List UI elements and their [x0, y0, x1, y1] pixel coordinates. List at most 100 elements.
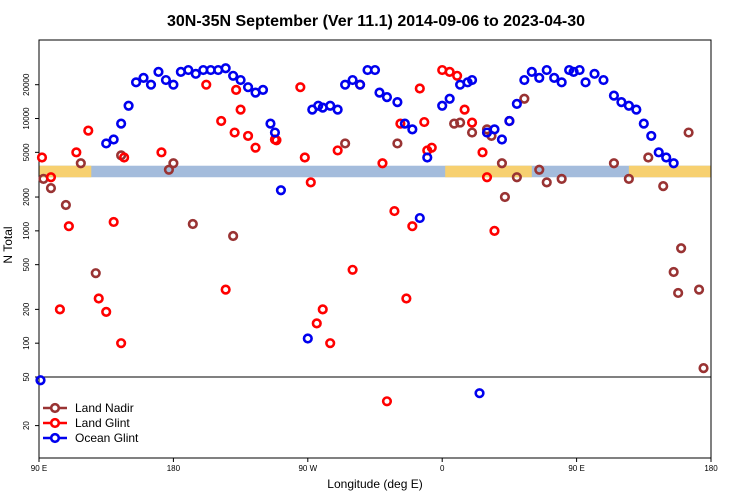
point-land-glint	[401, 293, 412, 304]
legend-marker	[49, 417, 61, 429]
y-axis-ticks: 20 50 100 200 500 1000 2000 5000 10000 20000	[22, 73, 39, 430]
point-land-nadir	[392, 138, 403, 149]
point-land-glint	[295, 82, 306, 93]
point-land-nadir	[623, 173, 634, 185]
point-ocean-glint	[153, 66, 164, 78]
point-land-glint	[426, 142, 437, 153]
point-ocean-glint	[422, 152, 433, 163]
legend-item-land-nadir: Land Nadir	[43, 401, 134, 415]
point-ocean-glint	[541, 64, 552, 76]
point-ocean-glint	[668, 158, 679, 169]
point-land-glint	[311, 318, 322, 329]
point-ocean-glint	[466, 74, 478, 86]
point-land-nadir	[228, 230, 239, 242]
point-ocean-glint	[631, 104, 642, 115]
x-tick-label: 90 E	[568, 464, 584, 473]
point-ocean-glint	[534, 72, 545, 83]
point-land-glint	[271, 135, 282, 146]
series-land-nadir	[38, 93, 709, 374]
legend-item-ocean-glint: Ocean Glint	[43, 431, 139, 445]
point-land-glint	[93, 293, 104, 304]
y-tick-label: 5000	[22, 143, 31, 161]
point-land-nadir	[187, 218, 198, 230]
point-ocean-glint	[340, 79, 351, 90]
point-land-nadir	[534, 164, 545, 175]
band-land-segment-0	[39, 165, 92, 178]
point-land-nadir	[163, 164, 175, 175]
point-ocean-glint	[556, 77, 567, 88]
point-ocean-glint	[130, 77, 142, 88]
point-land-nadir	[519, 93, 530, 104]
band-land-segment-1	[445, 165, 532, 178]
point-land-nadir	[668, 266, 679, 278]
point-land-glint	[452, 70, 463, 81]
point-ocean-glint	[474, 388, 485, 399]
point-ocean-glint	[108, 134, 119, 145]
legend-label: Land Glint	[75, 416, 130, 430]
point-ocean-glint	[646, 130, 657, 142]
point-land-glint	[444, 66, 455, 78]
point-land-nadir	[90, 268, 101, 279]
point-land-glint	[36, 152, 48, 163]
y-axis-label: N Total	[1, 226, 15, 263]
point-ocean-glint	[392, 97, 403, 108]
point-land-nadir	[676, 243, 687, 254]
point-land-nadir	[45, 183, 57, 194]
point-ocean-glint	[598, 74, 609, 86]
point-land-nadir	[455, 117, 466, 128]
point-land-glint	[229, 127, 240, 138]
point-ocean-glint	[242, 82, 254, 93]
x-tick-label: 90 E	[31, 464, 47, 473]
point-land-glint	[216, 115, 227, 127]
series-land-glint	[36, 64, 515, 407]
point-land-glint	[201, 79, 212, 90]
point-land-glint	[242, 130, 254, 142]
point-land-glint	[250, 142, 261, 153]
y-tick-label: 50	[22, 372, 31, 381]
point-ocean-glint	[257, 84, 269, 95]
point-land-glint	[231, 84, 242, 95]
point-ocean-glint	[347, 74, 358, 86]
y-tick-label: 20	[22, 421, 31, 430]
point-land-nadir	[541, 177, 552, 188]
legend-item-land-glint: Land Glint	[43, 416, 130, 430]
x-axis-label: Longitude (deg E)	[327, 477, 422, 491]
legend-marker	[49, 432, 61, 444]
point-land-glint	[83, 125, 94, 136]
point-ocean-glint	[235, 74, 246, 86]
point-land-glint	[407, 221, 418, 232]
point-land-nadir	[683, 127, 694, 138]
chart-title: 30N-35N September (Ver 11.1) 2014-09-06 …	[167, 13, 585, 30]
point-ocean-glint	[138, 72, 149, 83]
point-land-glint	[299, 152, 310, 163]
point-ocean-glint	[399, 118, 410, 129]
legend-marker	[49, 402, 61, 414]
band-ocean	[39, 165, 711, 178]
point-land-glint	[108, 216, 119, 228]
point-land-glint	[419, 116, 430, 128]
point-land-glint	[54, 304, 66, 315]
point-land-nadir	[698, 363, 709, 374]
point-ocean-glint	[354, 79, 366, 90]
point-ocean-glint	[496, 134, 508, 145]
y-tick-label: 500	[22, 257, 31, 271]
point-land-glint	[489, 225, 500, 236]
point-ocean-glint	[265, 118, 276, 129]
point-land-nadir	[556, 173, 567, 185]
point-land-nadir	[466, 127, 478, 138]
point-land-glint	[477, 147, 488, 158]
x-tick-label: 180	[704, 464, 718, 473]
point-land-glint	[101, 306, 112, 317]
point-ocean-glint	[437, 100, 448, 111]
point-land-nadir	[643, 152, 654, 163]
point-land-glint	[332, 145, 343, 156]
band-layer	[39, 165, 711, 178]
band-land-segment-2	[628, 165, 711, 178]
point-ocean-glint	[332, 104, 343, 115]
x-tick-label: 0	[440, 464, 445, 473]
point-ocean-glint	[574, 64, 585, 76]
point-land-nadir	[673, 287, 684, 299]
points-layer	[35, 63, 709, 407]
point-ocean-glint	[489, 124, 500, 135]
